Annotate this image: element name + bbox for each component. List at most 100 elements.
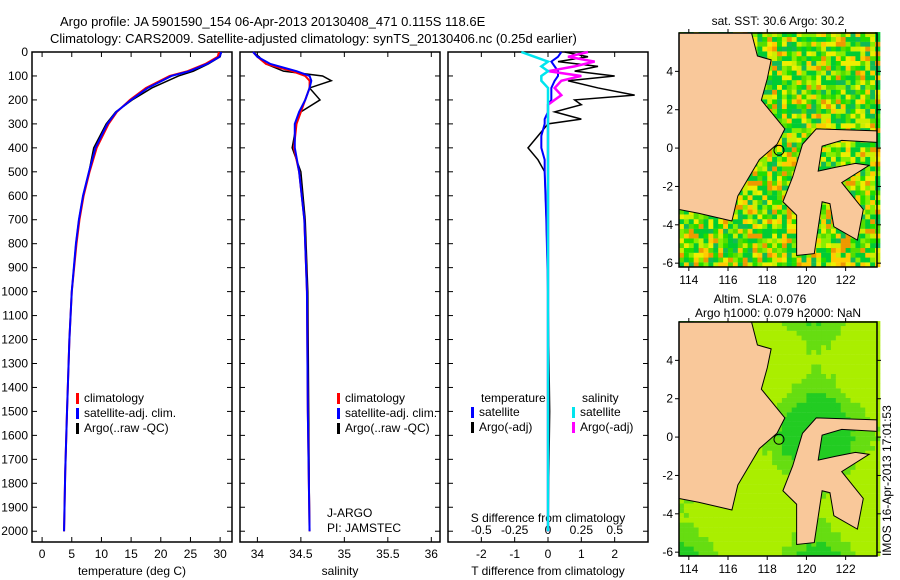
lon-tick-label: 122 bbox=[836, 273, 856, 287]
map-cell bbox=[811, 94, 817, 100]
y-tick-label: 700 bbox=[8, 213, 28, 227]
map-cell bbox=[801, 335, 807, 341]
map-cell bbox=[688, 219, 695, 225]
map-cell bbox=[826, 440, 832, 446]
map-cell bbox=[860, 51, 866, 57]
map-cell bbox=[728, 546, 734, 552]
map-cell bbox=[801, 103, 807, 109]
map-cell bbox=[826, 522, 832, 528]
map-cell bbox=[821, 60, 827, 66]
map-cell bbox=[767, 228, 773, 234]
map-cell bbox=[786, 252, 793, 258]
map-cell bbox=[806, 94, 812, 100]
map-cell bbox=[767, 503, 773, 509]
map-cell bbox=[865, 378, 871, 384]
map-cell bbox=[845, 325, 851, 331]
map-cell bbox=[826, 252, 832, 258]
map-cell bbox=[830, 247, 837, 253]
map-cell bbox=[850, 243, 856, 249]
legend-label: satellite bbox=[580, 405, 621, 419]
map-cell bbox=[870, 474, 876, 480]
map-cell bbox=[865, 345, 871, 351]
map-cell bbox=[781, 349, 788, 355]
map-cell bbox=[845, 407, 851, 413]
lat-tick-label: -2 bbox=[662, 179, 673, 193]
map-cell bbox=[821, 392, 827, 398]
map-cell bbox=[791, 247, 798, 253]
map-cell bbox=[816, 373, 822, 379]
map-cell bbox=[713, 536, 719, 542]
map-cell bbox=[816, 228, 822, 234]
y-tick-label: 600 bbox=[8, 189, 28, 203]
map-cell bbox=[777, 113, 783, 119]
map-cell bbox=[860, 359, 866, 365]
map-cell bbox=[683, 517, 690, 523]
map-cell bbox=[860, 512, 866, 518]
map-cell bbox=[845, 65, 851, 71]
map-cell bbox=[865, 209, 871, 215]
map-cell bbox=[870, 450, 876, 456]
map-cell bbox=[752, 204, 758, 210]
map-cell bbox=[860, 493, 866, 499]
map-cell bbox=[796, 436, 802, 442]
map-cell bbox=[772, 330, 778, 336]
map-cell bbox=[855, 180, 861, 186]
map-cell bbox=[732, 503, 739, 509]
map-cell bbox=[870, 185, 876, 191]
map-cell bbox=[703, 262, 709, 268]
map-cell bbox=[791, 359, 798, 365]
map-cell bbox=[865, 392, 871, 398]
y-tick-label: 0 bbox=[21, 45, 28, 59]
map-cell bbox=[786, 522, 793, 528]
map-cell bbox=[850, 32, 856, 38]
map-cell bbox=[806, 378, 812, 384]
map-cell bbox=[850, 436, 856, 442]
map-cell bbox=[723, 541, 729, 547]
map-cell bbox=[767, 321, 773, 327]
map-cell bbox=[860, 522, 866, 528]
map-cell bbox=[850, 175, 856, 181]
map-cell bbox=[762, 464, 768, 470]
map-cell bbox=[835, 84, 842, 90]
map-cell bbox=[806, 345, 812, 351]
map-cell bbox=[860, 484, 866, 490]
y-tick-label: 300 bbox=[8, 117, 28, 131]
map-cell bbox=[786, 436, 793, 442]
map-cell bbox=[781, 56, 788, 62]
map-cell bbox=[850, 118, 856, 124]
map-cell bbox=[855, 60, 861, 66]
map-cell bbox=[737, 488, 744, 494]
map-cell bbox=[747, 204, 753, 210]
map-cell bbox=[865, 503, 871, 509]
map-cell bbox=[777, 484, 783, 490]
map-cell bbox=[772, 32, 778, 38]
map-cell bbox=[830, 335, 837, 341]
map-cell bbox=[865, 252, 871, 258]
map-cell bbox=[762, 455, 768, 461]
x-tick-label: 2 bbox=[611, 547, 618, 561]
map-cell bbox=[732, 247, 739, 253]
map-cell bbox=[757, 541, 763, 547]
map-cell bbox=[830, 118, 837, 124]
map-cell bbox=[757, 257, 763, 263]
y-tick-label: 1400 bbox=[1, 380, 28, 394]
map-cell bbox=[845, 440, 851, 446]
map-cell bbox=[688, 546, 695, 552]
map-cell bbox=[816, 527, 822, 533]
map-cell bbox=[781, 185, 788, 191]
map-cell bbox=[855, 262, 861, 268]
map-cell bbox=[826, 532, 832, 538]
map-cell bbox=[781, 474, 788, 480]
map-cell bbox=[762, 383, 768, 389]
map-cell bbox=[826, 345, 832, 351]
map-cell bbox=[781, 84, 788, 90]
map-cell bbox=[791, 546, 798, 552]
map-cell bbox=[826, 493, 832, 499]
map-cell bbox=[860, 223, 866, 229]
map-cell bbox=[826, 321, 832, 327]
map-cell bbox=[865, 243, 871, 249]
map-cell bbox=[723, 243, 729, 249]
map-cell bbox=[860, 199, 866, 205]
map-cell bbox=[781, 368, 788, 374]
map-cell bbox=[826, 113, 832, 119]
